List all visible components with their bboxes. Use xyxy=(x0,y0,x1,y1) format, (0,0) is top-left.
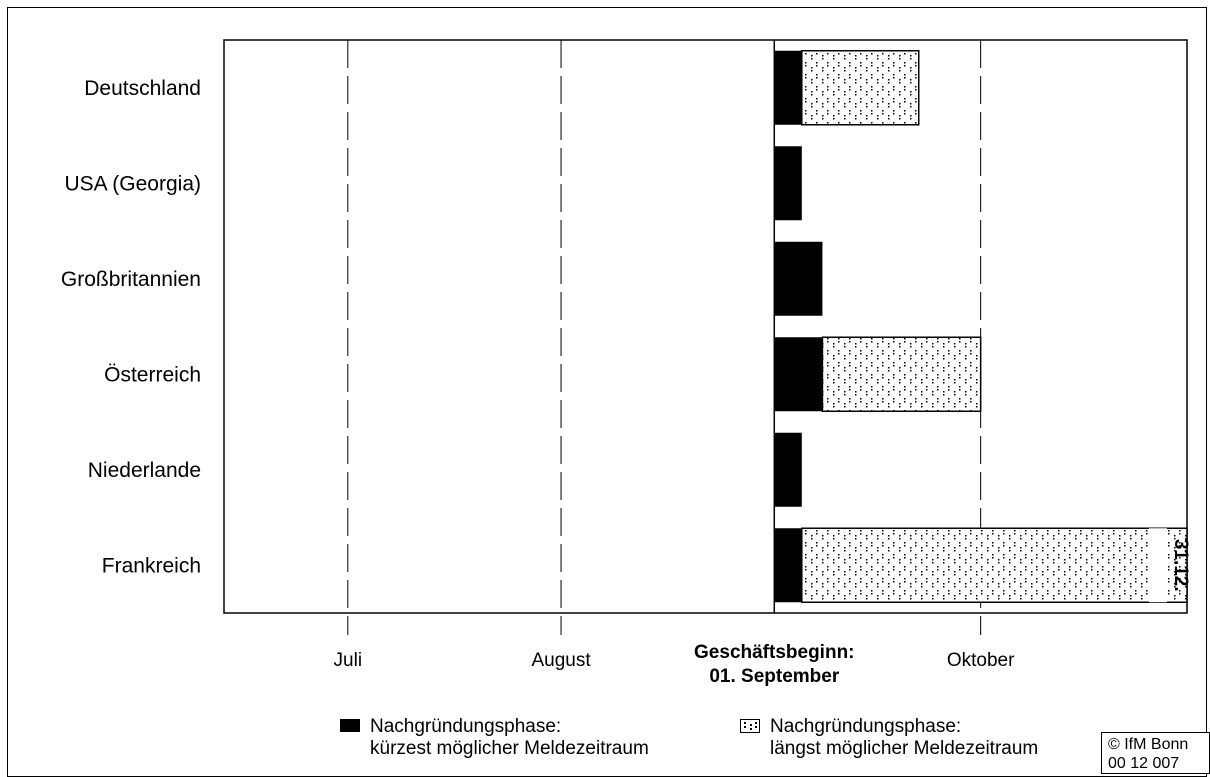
category-label-grossbritannien: Großbritannien xyxy=(61,268,201,291)
copyright-box: © IfM Bonn 00 12 007 xyxy=(1101,732,1210,774)
category-label-deutschland: Deutschland xyxy=(84,77,201,100)
bar-short-grossbritannien xyxy=(774,241,823,316)
bar-short-niederlande xyxy=(774,432,802,507)
legend-text-short: Nachgründungsphase: kürzest möglicher Me… xyxy=(370,716,649,760)
copyright-line2: 00 12 007 xyxy=(1108,755,1180,772)
category-label-osterreich: Österreich xyxy=(104,363,201,386)
bar-short-frankreich xyxy=(774,528,802,603)
bar-long-osterreich xyxy=(821,336,982,412)
legend-short-line2: kürzest möglicher Meldezeitraum xyxy=(370,738,649,759)
tick-label-oktober: Oktober xyxy=(947,650,1015,671)
legend-short-line1: Nachgründungsphase: xyxy=(370,716,562,737)
bar-long-deutschland xyxy=(801,50,920,126)
legend-swatch-dotted xyxy=(740,719,760,733)
legend-swatch-solid xyxy=(340,719,360,732)
plot-area xyxy=(223,39,1188,614)
bar-short-osterreich xyxy=(774,337,823,412)
tick-label-geschaftsbeginn: Geschäftsbeginn: 01. September xyxy=(694,642,854,687)
annotation-31-12: 31.12. xyxy=(1170,539,1191,592)
category-label-frankreich: Frankreich xyxy=(102,554,201,577)
annotation-backdrop xyxy=(1149,528,1167,603)
tick-label-august: August xyxy=(531,650,591,671)
bar-short-usa-georgia xyxy=(774,146,802,221)
category-label-niederlande: Niederlande xyxy=(88,459,201,482)
legend-long-line1: Nachgründungsphase: xyxy=(770,716,962,737)
legend-text-long: Nachgründungsphase: längst möglicher Mel… xyxy=(770,716,1038,760)
bar-long-frankreich xyxy=(801,527,1188,603)
copyright-line1: © IfM Bonn xyxy=(1108,736,1189,753)
tick-label-juli: Juli xyxy=(334,650,363,671)
category-label-usa-georgia: USA (Georgia) xyxy=(64,172,201,195)
bar-short-deutschland xyxy=(774,50,802,125)
legend-long-line2: längst möglicher Meldezeitraum xyxy=(770,738,1039,759)
